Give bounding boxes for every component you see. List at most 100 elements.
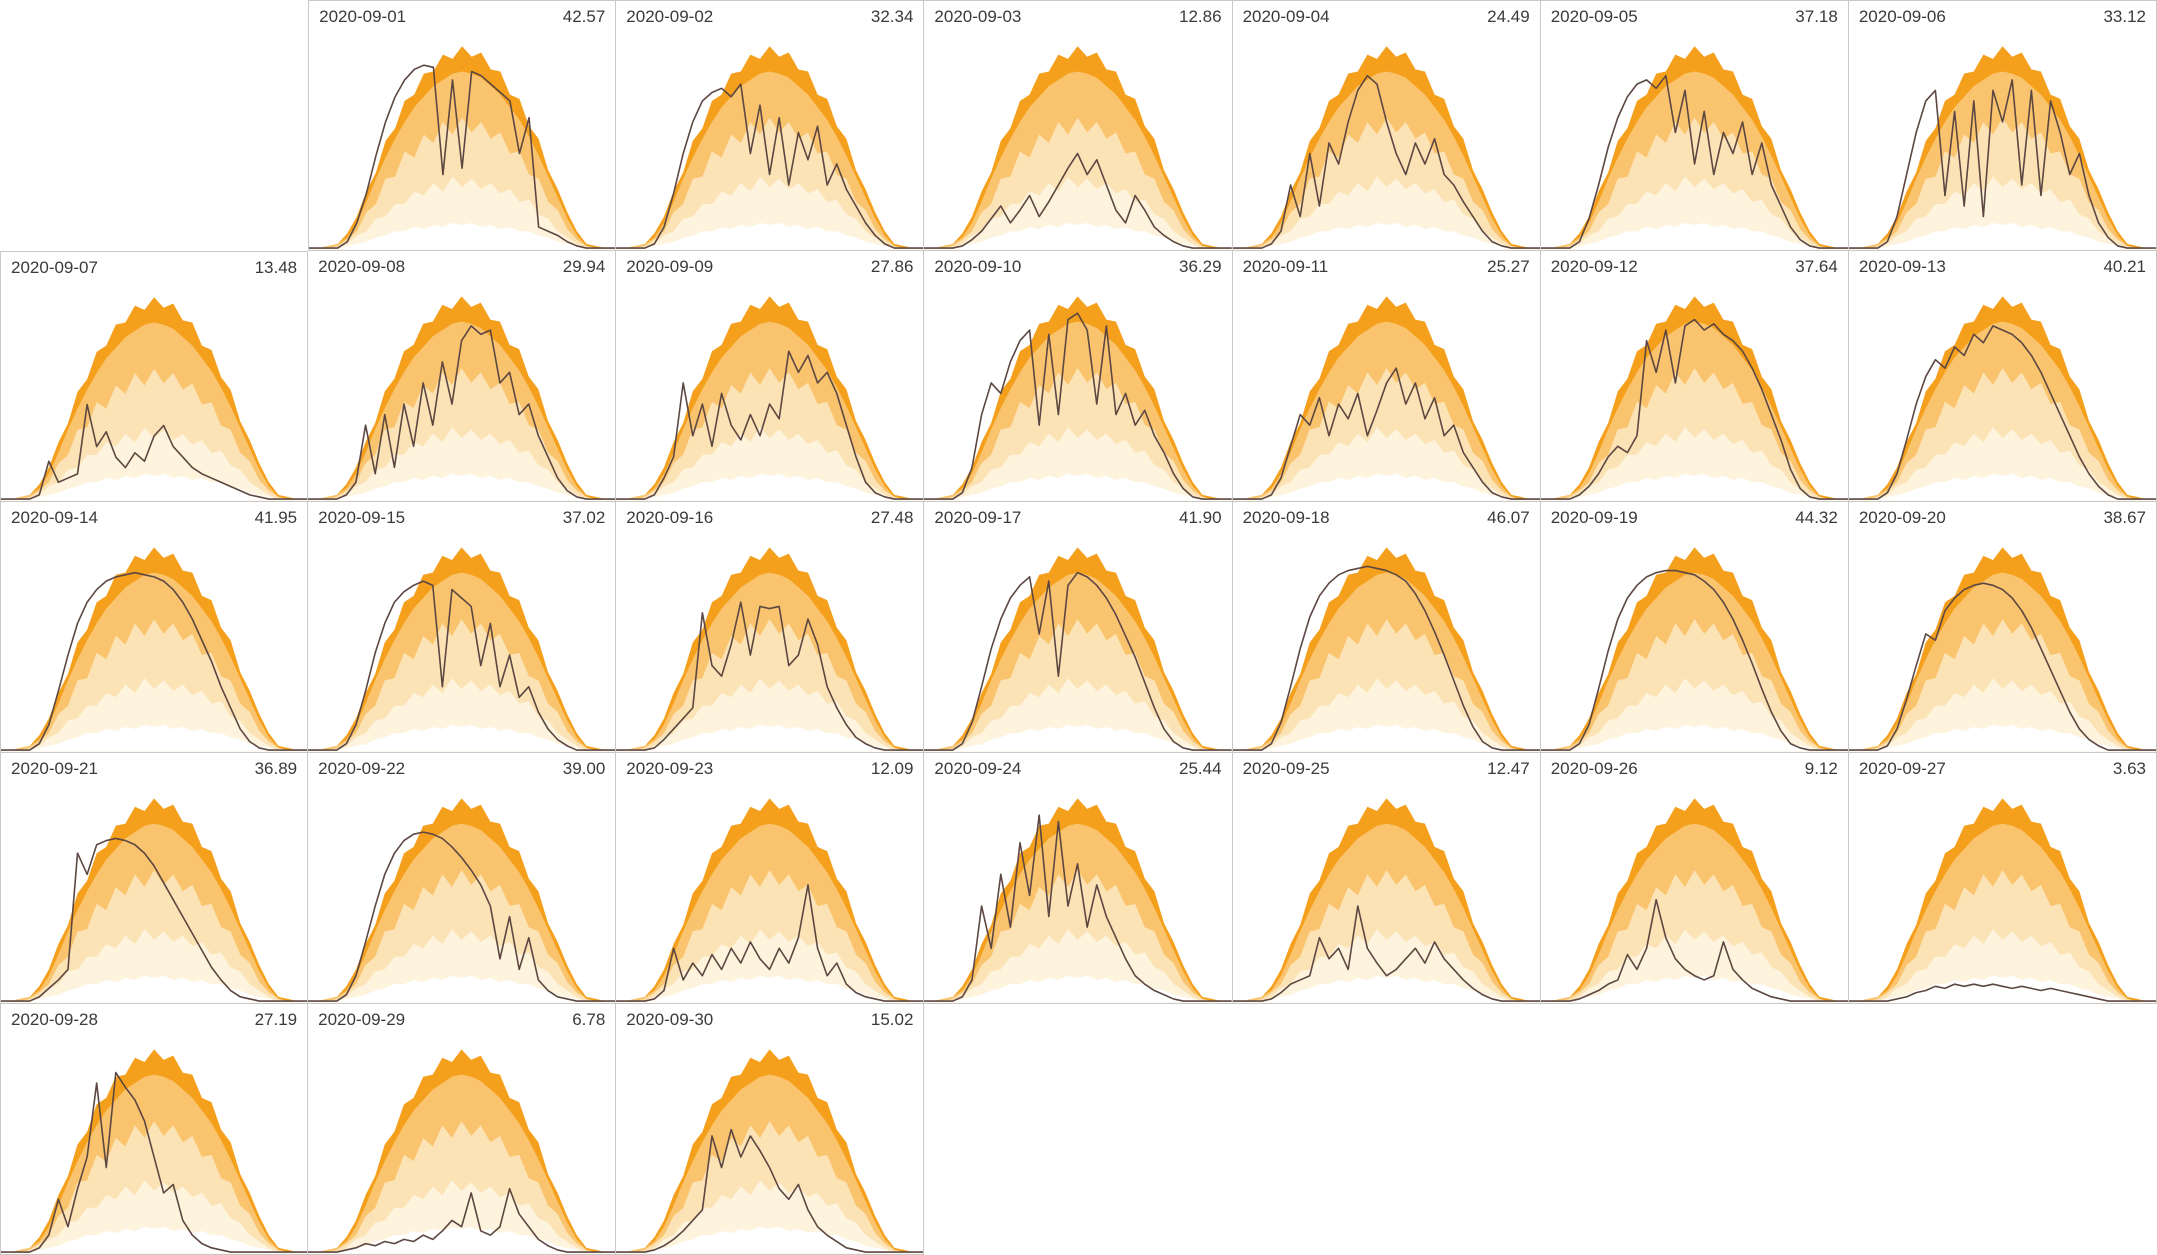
day-total-value: 39.00	[562, 759, 606, 778]
day-cell: 2020-09-12 37.64	[1540, 251, 1849, 502]
day-date-label: 2020-09-05	[1550, 7, 1638, 26]
day-cell: 2020-09-07 13.48	[0, 251, 309, 502]
day-production-chart	[1540, 535, 1848, 752]
day-cell: 2020-09-26 9.12	[1540, 753, 1849, 1004]
day-total-value: 12.86	[1179, 7, 1222, 26]
day-header: 2020-09-26 9.12	[1551, 757, 1838, 781]
day-date-label: 2020-09-07	[11, 258, 98, 277]
day-total-value: 37.02	[562, 508, 606, 527]
day-cell: 2020-09-24 25.44	[924, 753, 1233, 1004]
day-total-value: 41.90	[1179, 508, 1222, 527]
day-production-chart	[308, 786, 616, 1003]
day-header: 2020-09-23 12.09	[626, 757, 913, 781]
day-production-chart	[1, 786, 308, 1003]
day-date-label: 2020-09-10	[934, 257, 1022, 276]
day-date-label: 2020-09-19	[1550, 508, 1638, 527]
day-cell: 2020-09-03 12.86	[924, 0, 1233, 251]
day-header: 2020-09-04 24.49	[1243, 5, 1530, 29]
day-total-value: 38.67	[2103, 508, 2146, 527]
day-cell: 2020-09-10 36.29	[924, 251, 1233, 502]
day-production-chart	[1, 285, 308, 501]
day-header: 2020-09-02 32.34	[626, 5, 913, 29]
day-header: 2020-09-30 15.02	[626, 1008, 913, 1032]
day-header: 2020-09-12 37.64	[1551, 255, 1838, 279]
empty-cell	[924, 1004, 1233, 1255]
day-cell: 2020-09-13 40.21	[1848, 251, 2157, 502]
empty-cell	[1232, 1004, 1541, 1255]
day-total-value: 40.21	[2103, 257, 2146, 276]
day-cell: 2020-09-04 24.49	[1232, 0, 1541, 251]
day-cell: 2020-09-09 27.86	[616, 251, 925, 502]
day-total-value: 25.27	[1487, 257, 1530, 276]
day-date-label: 2020-09-11	[1242, 257, 1329, 276]
day-production-chart	[308, 535, 616, 752]
day-cell: 2020-09-22 39.00	[308, 753, 617, 1004]
day-header: 2020-09-16 27.48	[626, 506, 913, 530]
day-production-chart	[308, 1037, 616, 1254]
day-date-label: 2020-09-02	[626, 7, 714, 26]
empty-cell	[1540, 1004, 1849, 1255]
day-total-value: 27.86	[870, 257, 914, 276]
day-cell: 2020-09-02 32.34	[616, 0, 925, 251]
day-date-label: 2020-09-08	[318, 257, 406, 276]
day-date-label: 2020-09-21	[11, 759, 98, 778]
day-date-label: 2020-09-23	[626, 759, 714, 778]
day-header: 2020-09-17 41.90	[934, 506, 1221, 530]
day-header: 2020-09-13 40.21	[1859, 255, 2146, 279]
day-date-label: 2020-09-16	[626, 508, 714, 527]
day-date-label: 2020-09-30	[626, 1010, 714, 1029]
day-production-chart	[616, 284, 924, 501]
day-date-label: 2020-09-01	[319, 7, 407, 26]
day-date-label: 2020-09-06	[1858, 7, 1946, 26]
day-header: 2020-09-22 39.00	[318, 757, 605, 781]
day-total-value: 37.64	[1795, 257, 1838, 276]
day-cell: 2020-09-20 38.67	[1848, 502, 2157, 753]
day-production-chart	[1540, 786, 1848, 1003]
day-total-value: 32.34	[870, 7, 914, 26]
day-cell: 2020-09-28 27.19	[0, 1004, 309, 1255]
day-production-chart	[924, 786, 1232, 1003]
day-production-chart	[1232, 34, 1540, 250]
day-header: 2020-09-09 27.86	[626, 255, 913, 279]
day-total-value: 12.09	[870, 759, 914, 778]
day-production-chart	[1848, 535, 2156, 752]
day-total-value: 9.12	[1804, 759, 1838, 778]
day-total-value: 12.47	[1487, 759, 1530, 778]
day-date-label: 2020-09-29	[318, 1010, 406, 1029]
day-header: 2020-09-27 3.63	[1859, 757, 2146, 781]
day-cell: 2020-09-11 25.27	[1232, 251, 1541, 502]
day-date-label: 2020-09-18	[1242, 508, 1330, 527]
day-cell: 2020-09-01 42.57	[308, 0, 617, 251]
day-total-value: 13.48	[254, 258, 298, 277]
day-total-value: 44.32	[1795, 508, 1838, 527]
day-production-chart	[924, 535, 1232, 752]
day-date-label: 2020-09-17	[934, 508, 1022, 527]
day-header: 2020-09-28 27.19	[11, 1008, 297, 1032]
day-header: 2020-09-03 12.86	[934, 5, 1221, 29]
day-date-label: 2020-09-28	[11, 1010, 98, 1029]
day-header: 2020-09-08 29.94	[318, 255, 605, 279]
day-total-value: 33.12	[2103, 7, 2146, 26]
day-header: 2020-09-21 36.89	[11, 757, 297, 781]
day-header: 2020-09-24 25.44	[934, 757, 1221, 781]
day-date-label: 2020-09-13	[1858, 257, 1946, 276]
day-cell: 2020-09-05 37.18	[1540, 0, 1849, 251]
day-total-value: 42.57	[562, 7, 606, 26]
day-header: 2020-09-29 6.78	[318, 1008, 605, 1032]
day-production-chart	[1, 535, 308, 752]
day-cell: 2020-09-19 44.32	[1540, 502, 1849, 753]
day-total-value: 36.29	[1179, 257, 1222, 276]
day-header: 2020-09-11 25.27	[1243, 255, 1530, 279]
day-date-label: 2020-09-03	[934, 7, 1022, 26]
day-cell: 2020-09-08 29.94	[308, 251, 617, 502]
day-cell: 2020-09-18 46.07	[1232, 502, 1541, 753]
day-cell: 2020-09-27 3.63	[1848, 753, 2157, 1004]
day-production-chart	[924, 284, 1232, 501]
day-total-value: 27.48	[870, 508, 914, 527]
day-total-value: 24.49	[1487, 7, 1530, 26]
day-header: 2020-09-10 36.29	[934, 255, 1221, 279]
day-cell: 2020-09-23 12.09	[616, 753, 925, 1004]
day-total-value: 25.44	[1179, 759, 1222, 778]
day-header: 2020-09-07 13.48	[11, 256, 297, 280]
